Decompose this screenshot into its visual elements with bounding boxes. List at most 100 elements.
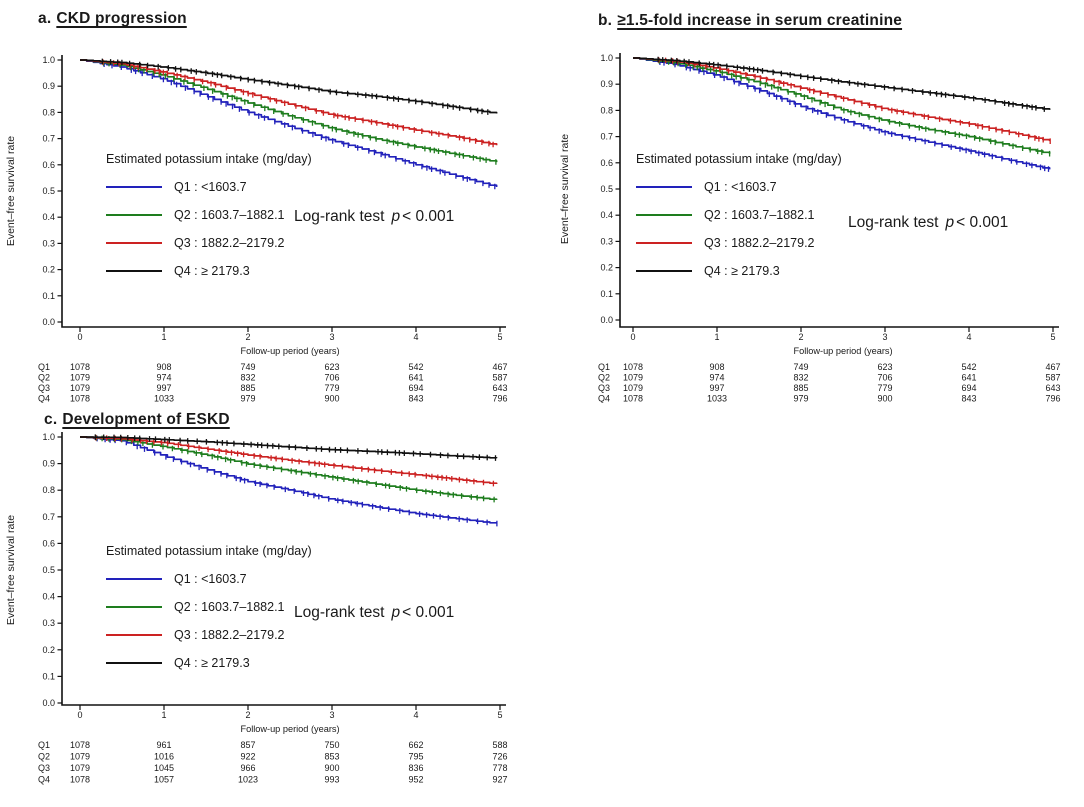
km-curve-q1	[80, 436, 498, 524]
legend: Estimated potassium intake (mg/day) Q1 :…	[106, 544, 312, 670]
risk-count: 1057	[154, 775, 174, 785]
risk-count: 1023	[238, 775, 258, 785]
risk-row-label: Q3	[38, 383, 50, 393]
legend-item-q2: Q2 : 1603.7–1882.1	[106, 208, 312, 222]
y-tick-label: 0.5	[42, 186, 55, 196]
y-tick-label: 0.8	[600, 105, 613, 115]
risk-count: 796	[1045, 394, 1060, 404]
risk-count: 1078	[70, 394, 90, 404]
y-tick-label: 0.6	[600, 158, 613, 168]
y-tick-label: 0.0	[42, 317, 55, 327]
risk-count: 853	[324, 752, 339, 762]
risk-count: 778	[492, 763, 507, 773]
panel-title-text: Development of ESKD	[62, 411, 230, 428]
y-tick-label: 0.7	[600, 132, 613, 142]
risk-count: 997	[709, 383, 724, 393]
y-tick-label: 1.0	[42, 55, 55, 65]
legend-line-q3	[106, 634, 162, 636]
risk-count: 641	[408, 373, 423, 383]
risk-count: 974	[709, 373, 724, 383]
x-tick-label: 1	[161, 332, 166, 342]
km-plot-eskd: 0.0 0.1 0.2 0.3 0.4 0.5 0.6 0.7 0.8 0.9 1.0 0 1 2 3 4 5 F…	[5, 432, 508, 785]
risk-count: 749	[240, 362, 255, 372]
y-tick-label: 0.3	[600, 236, 613, 246]
risk-count: 623	[877, 362, 892, 372]
x-tick-label: 3	[882, 332, 887, 342]
x-axis-label: Follow-up period (years)	[240, 724, 339, 734]
legend-line-q3	[636, 242, 692, 244]
km-curve-q2	[633, 57, 1051, 154]
risk-count: 694	[961, 383, 976, 393]
y-tick-label: 0.6	[42, 160, 55, 170]
risk-count: 1078	[70, 740, 90, 750]
risk-count: 974	[156, 373, 171, 383]
logrank-value: < 0.001	[402, 208, 455, 225]
x-tick-label: 1	[161, 710, 166, 720]
panel-letter: c.	[44, 411, 58, 428]
legend-label-q1: Q1 : <1603.7	[174, 180, 247, 194]
risk-count: 966	[240, 763, 255, 773]
legend-line-q2	[106, 214, 162, 216]
legend-label-q2: Q2 : 1603.7–1882.1	[704, 208, 815, 222]
risk-row-label: Q4	[38, 775, 50, 785]
y-axis-label: Event–free survival rate	[559, 134, 571, 244]
risk-count: 927	[492, 775, 507, 785]
legend-line-q3	[106, 242, 162, 244]
panel-serum-creatinine: 0.0 0.1 0.2 0.3 0.4 0.5 0.6 0.7 0.8 0.9 1.0 0 1 2 3 4 5 F…	[552, 0, 1084, 403]
panel-title: a. CKD progression	[38, 10, 187, 28]
legend-line-q2	[106, 606, 162, 608]
legend-line-q1	[106, 186, 162, 188]
risk-count: 1078	[70, 362, 90, 372]
y-tick-label: 0.1	[600, 289, 613, 299]
risk-count: 706	[324, 373, 339, 383]
x-tick-label: 0	[77, 710, 82, 720]
legend-label-q2: Q2 : 1603.7–1882.1	[174, 600, 285, 614]
risk-row-label: Q2	[598, 373, 610, 383]
axes	[61, 55, 506, 328]
risk-count: 997	[156, 383, 171, 393]
risk-row-label: Q4	[38, 394, 50, 404]
risk-count: 1079	[70, 763, 90, 773]
km-curve-q3	[80, 436, 498, 485]
y-tick-label: 0.4	[600, 210, 613, 220]
risk-count: 832	[793, 373, 808, 383]
risk-count: 643	[492, 383, 507, 393]
km-curve-q3	[80, 59, 498, 146]
x-tick-label: 3	[329, 332, 334, 342]
risk-count: 836	[408, 763, 423, 773]
y-tick-label: 0.1	[42, 291, 55, 301]
censor-ticks-q2	[658, 58, 1051, 157]
km-plot-ckd: 0.0 0.1 0.2 0.3 0.4 0.5 0.6 0.7 0.8 0.9 1.0 0 1 2 3 4 5 F…	[5, 55, 508, 404]
risk-count: 900	[324, 763, 339, 773]
risk-count: 467	[492, 362, 507, 372]
risk-count: 843	[408, 394, 423, 404]
logrank-annotation: Log-rank test p < 0.001	[848, 214, 1008, 232]
legend-label-q3: Q3 : 1882.2–2179.2	[704, 236, 815, 250]
x-tick-label: 2	[798, 332, 803, 342]
panel-title: c. Development of ESKD	[44, 411, 230, 429]
risk-count: 542	[408, 362, 423, 372]
legend-line-q1	[106, 578, 162, 580]
y-tick-label: 0.0	[600, 315, 613, 325]
risk-count: 467	[1045, 362, 1060, 372]
logrank-value: < 0.001	[402, 604, 455, 621]
legend-line-q4	[636, 270, 692, 272]
risk-count: 952	[408, 775, 423, 785]
legend-item-q3: Q3 : 1882.2–2179.2	[106, 628, 312, 642]
logrank-annotation: Log-rank test p < 0.001	[294, 604, 454, 622]
legend-item-q3: Q3 : 1882.2–2179.2	[636, 236, 842, 250]
risk-count: 908	[156, 362, 171, 372]
axes	[61, 432, 506, 706]
risk-count: 922	[240, 752, 255, 762]
risk-count: 900	[324, 394, 339, 404]
risk-count: 1045	[154, 763, 174, 773]
risk-count: 1079	[70, 373, 90, 383]
axes	[619, 53, 1059, 328]
legend-item-q2: Q2 : 1603.7–1882.1	[636, 208, 842, 222]
legend-label-q2: Q2 : 1603.7–1882.1	[174, 208, 285, 222]
logrank-text: Log-rank test	[848, 214, 939, 231]
risk-row-label: Q1	[38, 362, 50, 372]
censor-ticks-q4	[94, 434, 497, 461]
risk-count: 1033	[154, 394, 174, 404]
legend-item-q4: Q4 : ≥ 2179.3	[106, 264, 312, 278]
